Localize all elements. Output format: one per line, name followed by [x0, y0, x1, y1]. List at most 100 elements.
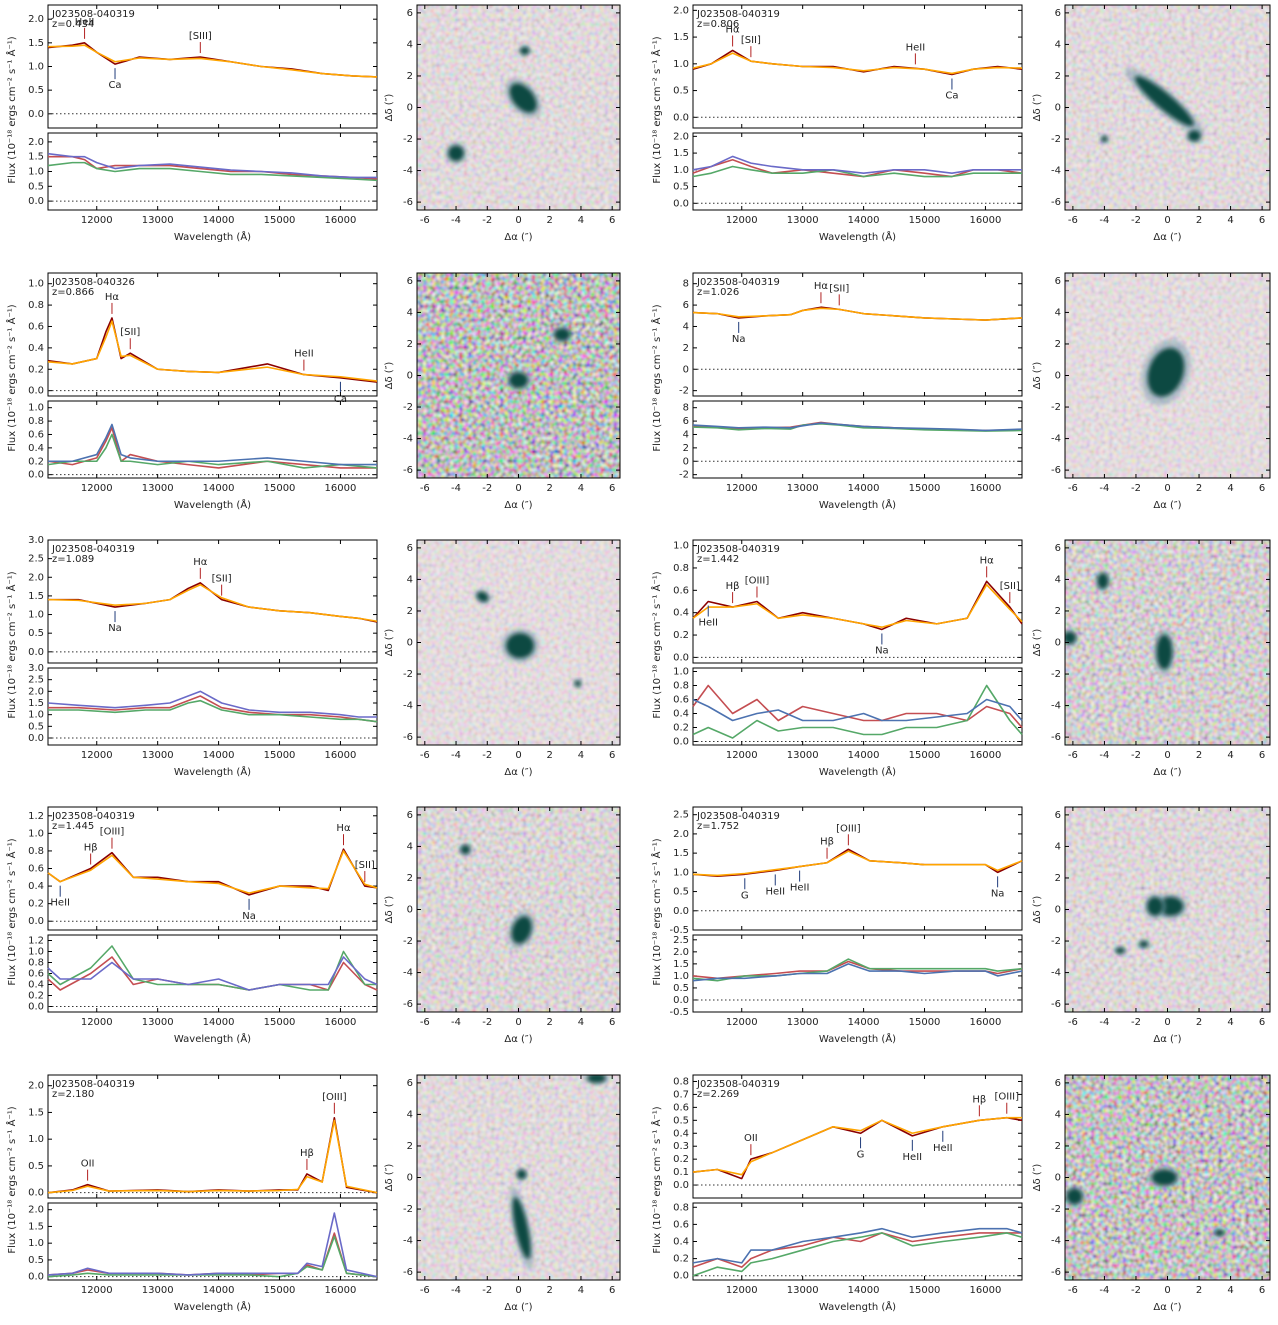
x-tick-label: 16000 — [970, 750, 1002, 761]
x-tick-label: -2 — [1131, 483, 1141, 494]
y-tick-label: 8 — [683, 403, 689, 414]
y-tick-label: 0.5 — [28, 181, 44, 192]
y-tick-label: 0.2 — [673, 1254, 689, 1265]
y-tick-label: 1.0 — [28, 1238, 44, 1249]
line-label: [OIII] — [836, 823, 861, 834]
spectrum-frame — [47, 4, 378, 129]
object-name: J023508-040319 — [51, 811, 135, 822]
y-axis-label: Δδ (″) — [1032, 629, 1043, 657]
y-tick-label: -2 — [679, 470, 689, 481]
y-tick-label: 0.0 — [28, 386, 44, 397]
y-tick-label: 0 — [407, 638, 413, 649]
x-tick-label: 0 — [1164, 1285, 1170, 1296]
redshift: z=1.442 — [697, 554, 739, 565]
y-tick-label: -2 — [1051, 936, 1061, 947]
x-tick-label: 6 — [1259, 1017, 1265, 1028]
y-tick-label: 2.0 — [28, 686, 44, 697]
y-tick-label: 0.8 — [28, 416, 44, 427]
line-label: Hβ — [84, 843, 98, 854]
x-tick-label: -2 — [1131, 750, 1141, 761]
spectrum-line — [692, 850, 1023, 877]
spectrum-line — [692, 422, 1023, 432]
y-tick-label: 2.0 — [28, 1081, 44, 1092]
y-tick-label: 0.0 — [28, 1272, 44, 1283]
x-axis-label: Δα (″) — [1153, 1302, 1181, 1313]
y-axis-label: Δδ (″) — [1032, 896, 1043, 924]
spectrum-frame — [692, 539, 1023, 664]
y-tick-label: 0.5 — [28, 628, 44, 639]
y-tick-label: 0.0 — [28, 109, 44, 120]
y-axis-label: Flux (10⁻¹⁸ ergs cm⁻² s⁻¹ Å⁻¹) — [5, 36, 18, 183]
line-label: [SII] — [212, 574, 232, 585]
x-tick-label: 4 — [1227, 483, 1233, 494]
line-label: HeII — [903, 1152, 923, 1163]
line-label: G — [857, 1149, 865, 1160]
y-tick-label: 0.5 — [28, 85, 44, 96]
x-tick-label: -2 — [482, 750, 492, 761]
source — [509, 372, 528, 389]
x-tick-label: 14000 — [848, 750, 880, 761]
y-tick-label: 4 — [1055, 307, 1061, 318]
source — [1115, 947, 1125, 954]
spectrum-line — [692, 583, 1023, 629]
y-tick-label: 1.0 — [28, 279, 44, 290]
x-tick-label: -6 — [420, 215, 430, 226]
source — [448, 145, 464, 162]
source — [1139, 941, 1149, 948]
source — [506, 633, 535, 659]
y-tick-label: -6 — [1051, 1267, 1061, 1278]
y-tick-label: -4 — [403, 701, 413, 712]
source — [1147, 347, 1185, 397]
x-tick-label: 12000 — [81, 215, 113, 226]
x-tick-label: -2 — [482, 1285, 492, 1296]
y-tick-label: -2 — [403, 134, 413, 145]
x-tick-label: 13000 — [142, 1285, 174, 1296]
spectrum-line — [47, 44, 378, 78]
x-tick-label: 13000 — [787, 215, 819, 226]
x-tick-label: 13000 — [787, 1017, 819, 1028]
x-tick-label: 6 — [609, 1285, 615, 1296]
y-tick-label: 0 — [407, 371, 413, 382]
y-tick-label: 1.5 — [673, 848, 689, 859]
x-tick-label: 0 — [1164, 483, 1170, 494]
source — [1065, 631, 1077, 645]
spectrum-line — [47, 850, 378, 894]
y-axis-label: Flux (10⁻¹⁸ ergs cm⁻² s⁻¹ Å⁻¹) — [5, 1106, 18, 1253]
x-tick-label: 15000 — [909, 483, 941, 494]
object-name: J023508-040319 — [696, 277, 780, 288]
y-tick-label: 0.4 — [28, 881, 44, 892]
y-tick-label: 0.6 — [673, 585, 689, 596]
x-tick-label: 14000 — [848, 215, 880, 226]
x-tick-label: 6 — [609, 483, 615, 494]
y-tick-label: 2.5 — [673, 935, 689, 946]
y-tick-label: 0.0 — [28, 196, 44, 207]
y-tick-label: 2.0 — [28, 137, 44, 148]
source — [1156, 634, 1173, 670]
y-tick-label: 0.0 — [28, 916, 44, 927]
image-content — [1065, 273, 1270, 478]
y-tick-label: 6 — [407, 276, 413, 287]
source — [511, 916, 532, 944]
x-tick-label: -4 — [1099, 750, 1109, 761]
y-axis-label: Δδ (″) — [1032, 1164, 1043, 1192]
y-tick-label: 1.0 — [28, 62, 44, 73]
x-tick-label: 12000 — [81, 483, 113, 494]
line-label: HeII — [75, 17, 95, 28]
y-tick-label: 4 — [1055, 574, 1061, 585]
spectrum-line — [692, 698, 1023, 722]
x-tick-label: 16000 — [325, 750, 357, 761]
source — [1134, 76, 1194, 127]
y-tick-label: 0.5 — [673, 983, 689, 994]
y-tick-label: 0.4 — [673, 1128, 689, 1139]
y-tick-label: 0.5 — [673, 86, 689, 97]
y-tick-label: -2 — [403, 936, 413, 947]
y-tick-label: 1.5 — [673, 959, 689, 970]
spectrum-line — [47, 1212, 378, 1278]
y-tick-label: 0 — [1055, 638, 1061, 649]
y-tick-label: 4 — [407, 307, 413, 318]
x-tick-label: 14000 — [203, 1285, 235, 1296]
y-axis-label: Flux (10⁻¹⁸ ergs cm⁻² s⁻¹ Å⁻¹) — [5, 838, 18, 985]
y-tick-label: -6 — [403, 197, 413, 208]
x-axis-label: Δα (″) — [1153, 500, 1181, 511]
x-axis-label: Δα (″) — [504, 232, 532, 243]
